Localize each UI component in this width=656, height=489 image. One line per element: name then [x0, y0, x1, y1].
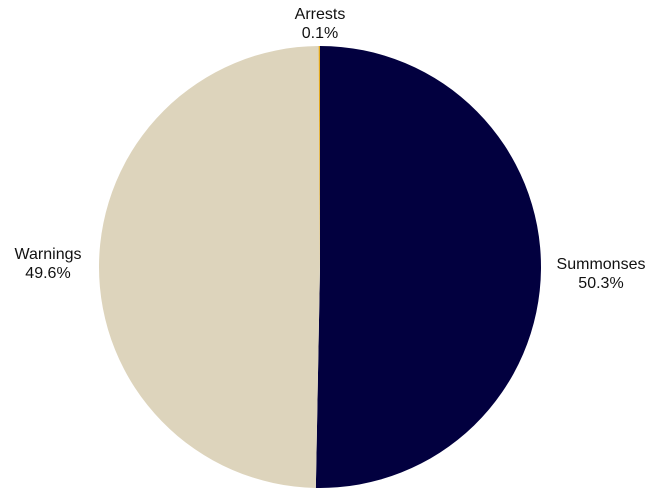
- slice-label-arrests: Arrests 0.1%: [295, 5, 346, 43]
- slice-name-summonses: Summonses: [556, 256, 646, 273]
- slice-percent-summonses: 50.3%: [578, 275, 624, 292]
- pie-slice-summonses: [315, 46, 541, 488]
- slice-label-warnings: Warnings 49.6%: [15, 245, 82, 283]
- slice-name-warnings: Warnings: [14, 246, 82, 263]
- pie-slice-warnings: [98, 46, 321, 488]
- slice-percent-warnings: 49.6%: [25, 265, 71, 282]
- pie-slice-arrests: [318, 46, 320, 267]
- slice-label-summonses: Summonses 50.3%: [557, 255, 646, 293]
- slice-percent-arrests: 0.1%: [301, 25, 339, 42]
- slice-name-arrests: Arrests: [294, 6, 346, 23]
- pie-slices: [98, 46, 541, 488]
